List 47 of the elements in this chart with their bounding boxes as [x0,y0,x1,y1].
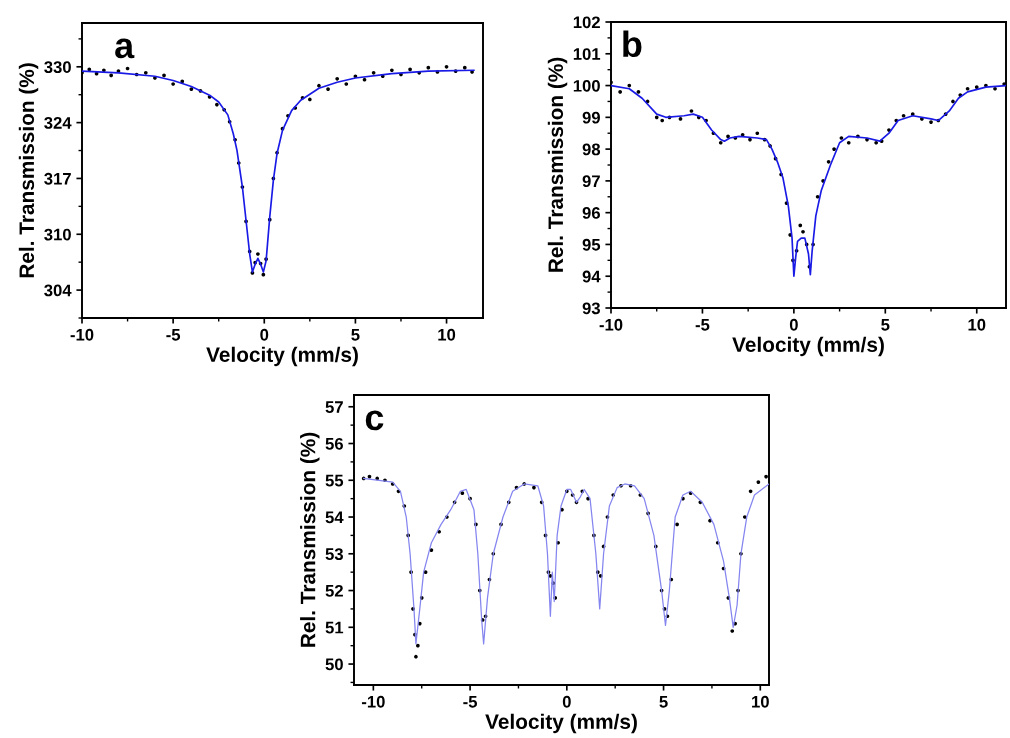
y-tick-label: 324 [44,117,72,129]
y-tick-label: 55 [325,474,344,487]
y-tick-label: 96 [582,207,600,219]
y-tick-label: 95 [582,238,601,251]
x-tick-label: 5 [881,319,890,331]
x-tick-label: 5 [659,696,668,708]
y-tick-label: 50 [325,658,343,671]
x-tick-label: 0 [562,695,571,708]
x-tick-label: -10 [361,695,385,708]
x-tick-label: -5 [463,696,478,708]
x-axis-title: Velocity (mm/s) [206,346,358,367]
x-tick-label: -5 [695,319,710,331]
x-tick-label: -10 [599,318,623,331]
y-tick-label: 94 [582,270,601,283]
x-tick-label: 10 [968,318,986,331]
y-tick-label: 100 [573,79,600,92]
y-tick-label: 330 [44,61,71,74]
x-tick-label: 10 [438,328,456,341]
x-axis-title: Velocity (mm/s) [732,336,884,357]
y-tick-label: 51 [325,621,344,634]
y-tick-label: 101 [573,48,601,60]
x-axis-title: Velocity (mm/s) [485,713,637,734]
y-axis-title: Rel. Transmission (%) [547,57,568,272]
y-axis-title: Rel. Transmission (%) [18,63,39,278]
x-tick-label: 0 [260,328,269,341]
annotation: b [623,30,642,58]
y-tick-label: 317 [44,172,71,185]
y-tick-label: 93 [582,302,600,315]
y-tick-label: 102 [573,16,600,29]
y-tick-label: 54 [325,511,344,524]
annotation: c [365,410,384,431]
y-tick-label: 99 [582,111,600,124]
y-tick-label: 98 [582,143,601,156]
y-tick-label: 56 [325,437,343,450]
x-tick-label: 0 [789,318,798,331]
y-axis-title: Rel. Transmission (%) [300,432,320,647]
x-tick-label: 5 [351,329,360,341]
annotation: a [115,38,135,59]
x-tick-label: -10 [70,328,94,341]
x-tick-label: 10 [752,695,769,708]
y-tick-label: 304 [44,284,72,297]
y-tick-label: 57 [325,401,343,413]
y-tick-label: 310 [44,228,71,241]
y-tick-label: 97 [582,175,600,188]
x-tick-label: -5 [166,329,181,341]
y-tick-label: 53 [325,548,343,561]
y-tick-label: 52 [325,584,343,597]
